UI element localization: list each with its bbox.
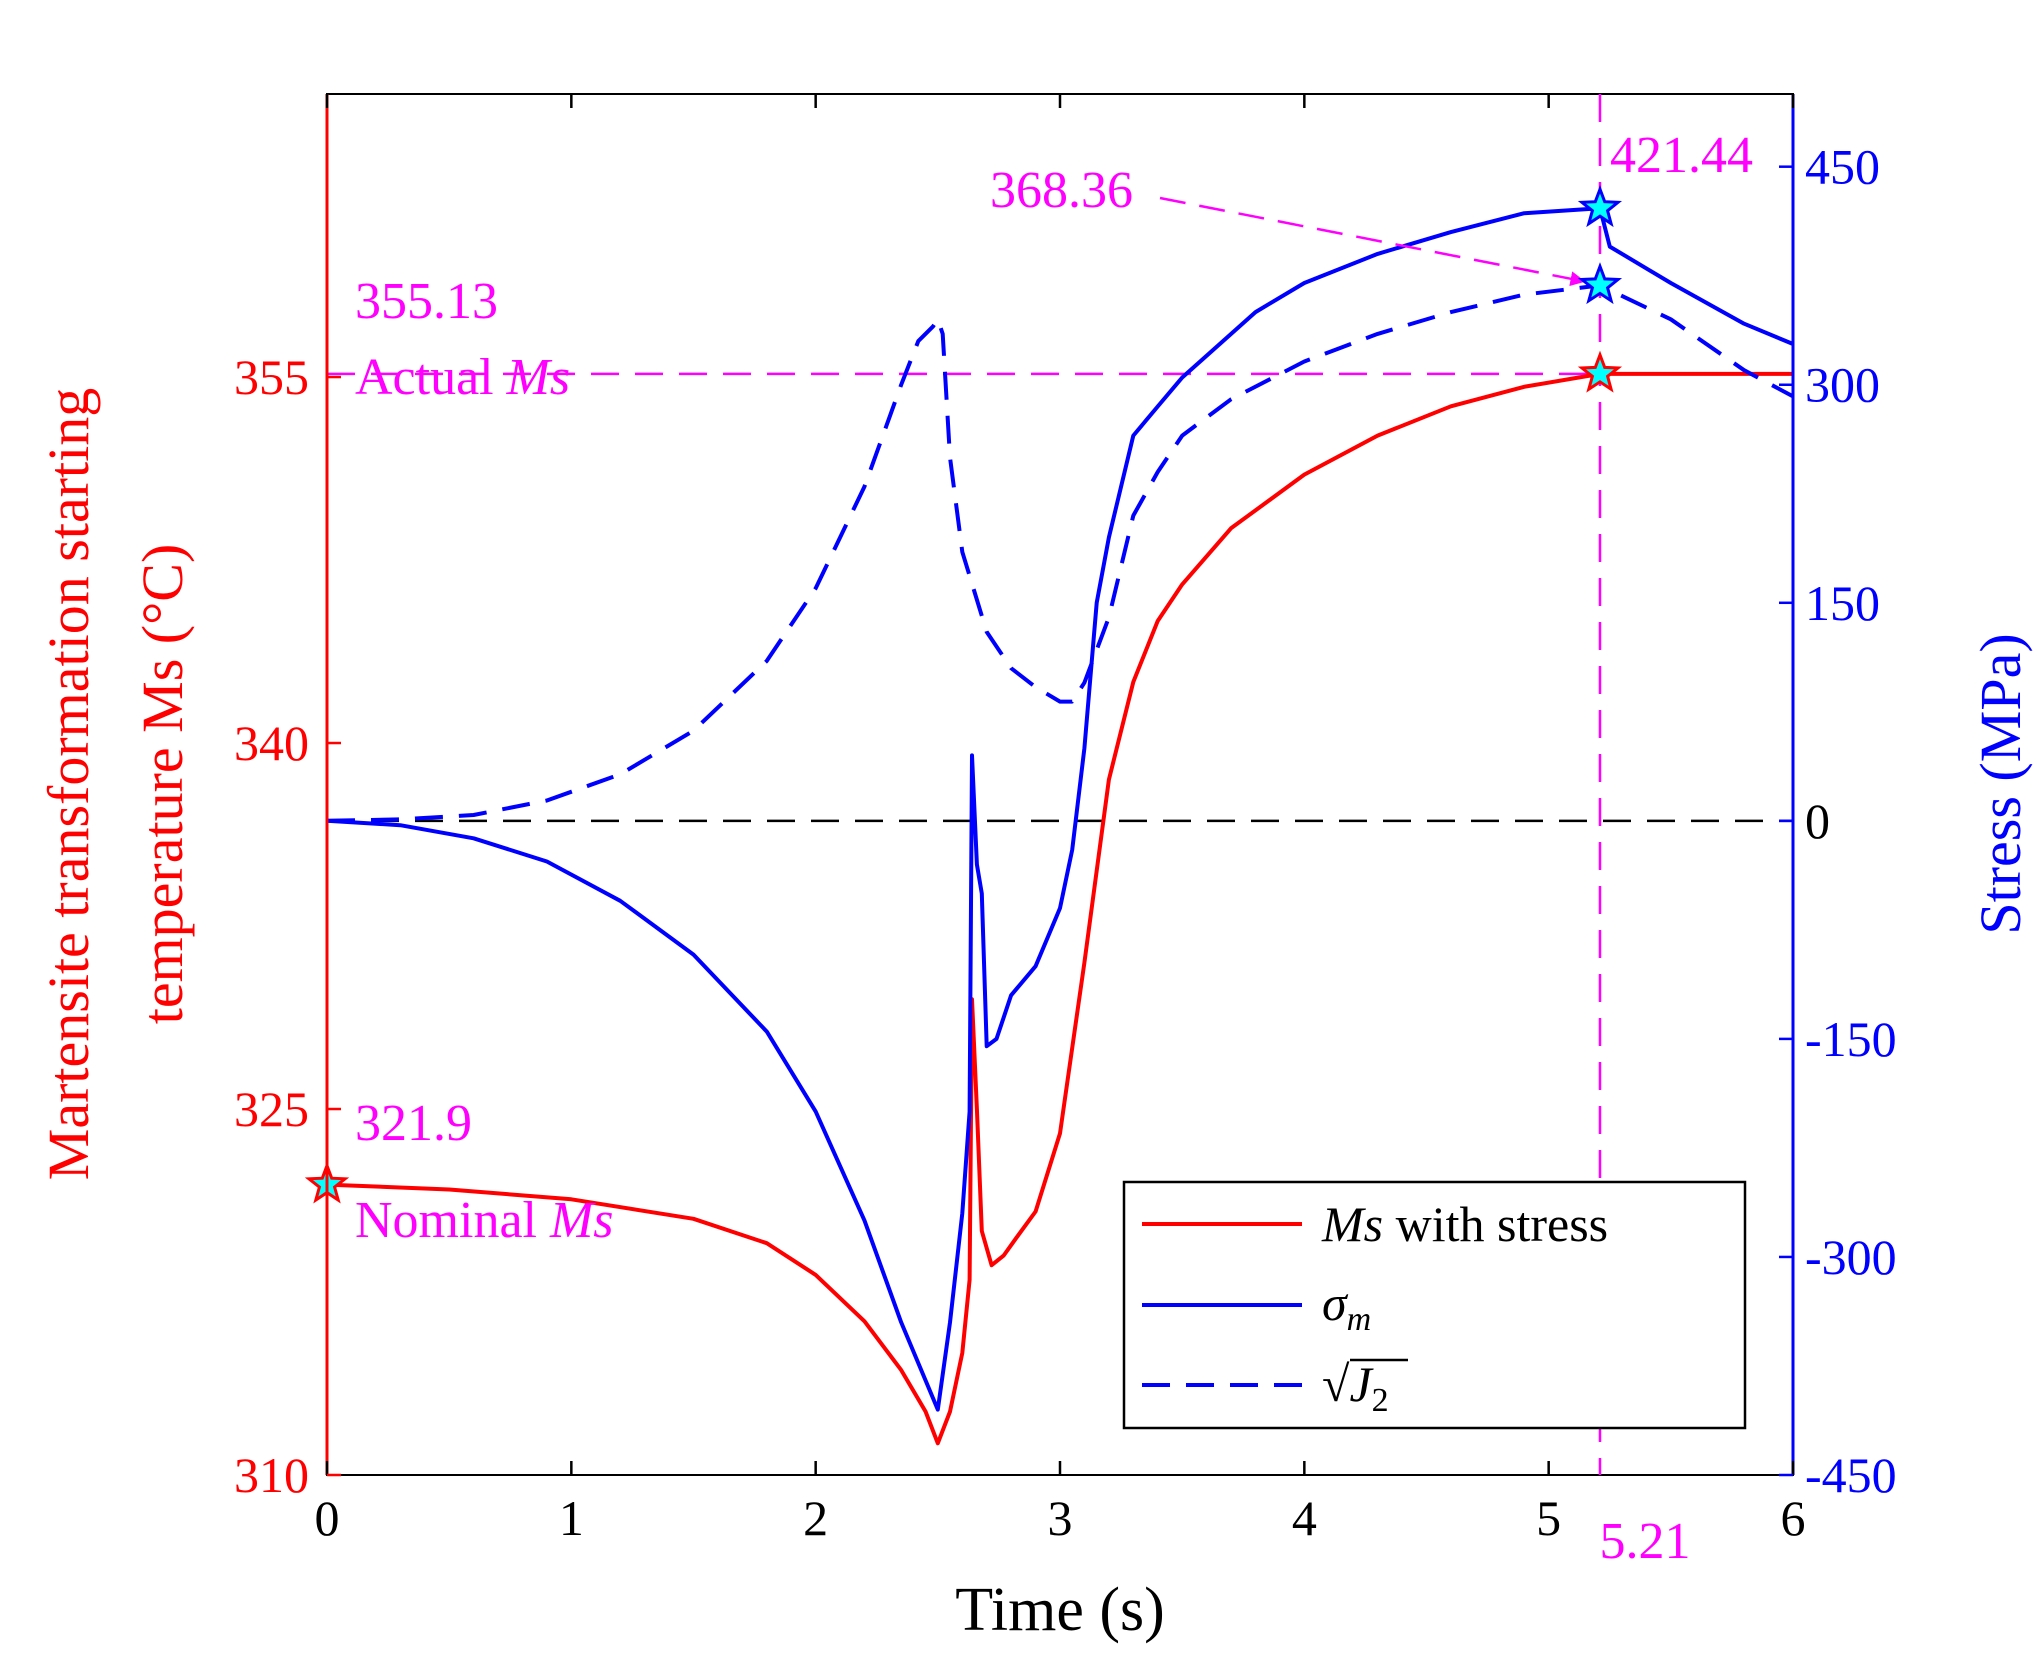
y-axis-label-left: Martensite transformation starting tempe…	[36, 388, 195, 1180]
legend-item-ms-text: with stress	[1383, 1196, 1608, 1252]
star-marker	[1577, 262, 1623, 305]
legend-item-sigma-math: σ	[1322, 1275, 1349, 1331]
x-tick-label: 3	[1048, 1490, 1073, 1546]
y-tick-label-right: -150	[1805, 1011, 1897, 1067]
time-marker-value: 5.21	[1600, 1513, 1691, 1570]
y-tick-label-left: 355	[234, 349, 309, 405]
y-tick-label-left: 310	[234, 1447, 309, 1503]
y-tick-label-left: 325	[234, 1081, 309, 1137]
y-tick-label-right: 0	[1805, 793, 1830, 849]
nominal-ms-label-math: Ms	[549, 1192, 614, 1249]
actual-ms-label: Actual Ms	[355, 349, 570, 406]
star-marker	[1577, 184, 1623, 228]
x-tick-label: 2	[803, 1490, 828, 1546]
nominal-ms-label: Nominal Ms	[355, 1192, 614, 1249]
y-tick-label-right: -300	[1805, 1229, 1897, 1285]
x-axis-label: Time (s)	[955, 1576, 1165, 1644]
legend-item-j2-sub: 2	[1372, 1382, 1389, 1419]
legend-item-j2: √J2	[1322, 1356, 1389, 1419]
y-axis-label-left-line1: Martensite transformation starting	[36, 388, 101, 1180]
actual-ms-value: 355.13	[355, 273, 498, 330]
legend-item-ms-math: Ms	[1321, 1196, 1383, 1252]
axis-ticks: 0 1 2 3 4 5 6 310 325 340 355 -450 -300 -150 0 150 300 45…	[234, 94, 1897, 1546]
x-tick-label: 0	[315, 1490, 340, 1546]
actual-ms-label-math: Ms	[506, 349, 571, 406]
x-tick-label: 1	[559, 1490, 584, 1546]
j2-peak-value: 368.36	[990, 162, 1133, 219]
series-j2-line	[326, 283, 1794, 823]
y-tick-label-right: -450	[1805, 1447, 1897, 1503]
x-tick-label: 5	[1536, 1490, 1561, 1546]
y-tick-label-left: 340	[234, 715, 309, 771]
legend: Ms with stress σm √J2	[1122, 1180, 1747, 1430]
j2-peak-arrow	[1159, 196, 1586, 287]
series-ms-line	[326, 371, 1793, 1446]
legend-item-j2-root: √	[1322, 1356, 1350, 1412]
y-tick-label-right: 300	[1805, 357, 1880, 413]
sigma-peak-value: 421.44	[1610, 127, 1753, 184]
x-tick-label: 4	[1292, 1490, 1317, 1546]
y-axis-label-right: Stress (MPa)	[1968, 633, 2033, 934]
actual-ms-label-text: Actual	[355, 349, 507, 406]
legend-item-sigma: σm	[1322, 1275, 1371, 1338]
y-tick-label-right: 150	[1805, 575, 1880, 631]
nominal-ms-value: 321.9	[355, 1095, 472, 1152]
y-tick-label-right: 450	[1805, 139, 1880, 195]
star-marker	[1577, 350, 1623, 393]
legend-item-j2-math: J	[1349, 1356, 1374, 1412]
nominal-ms-label-text: Nominal	[355, 1192, 550, 1249]
legend-item-ms: Ms with stress	[1321, 1196, 1608, 1252]
legend-item-sigma-sub: m	[1347, 1301, 1372, 1338]
x-tick-label: 6	[1781, 1490, 1806, 1546]
y-axis-label-left-line2: temperature Ms (°C)	[130, 544, 195, 1025]
